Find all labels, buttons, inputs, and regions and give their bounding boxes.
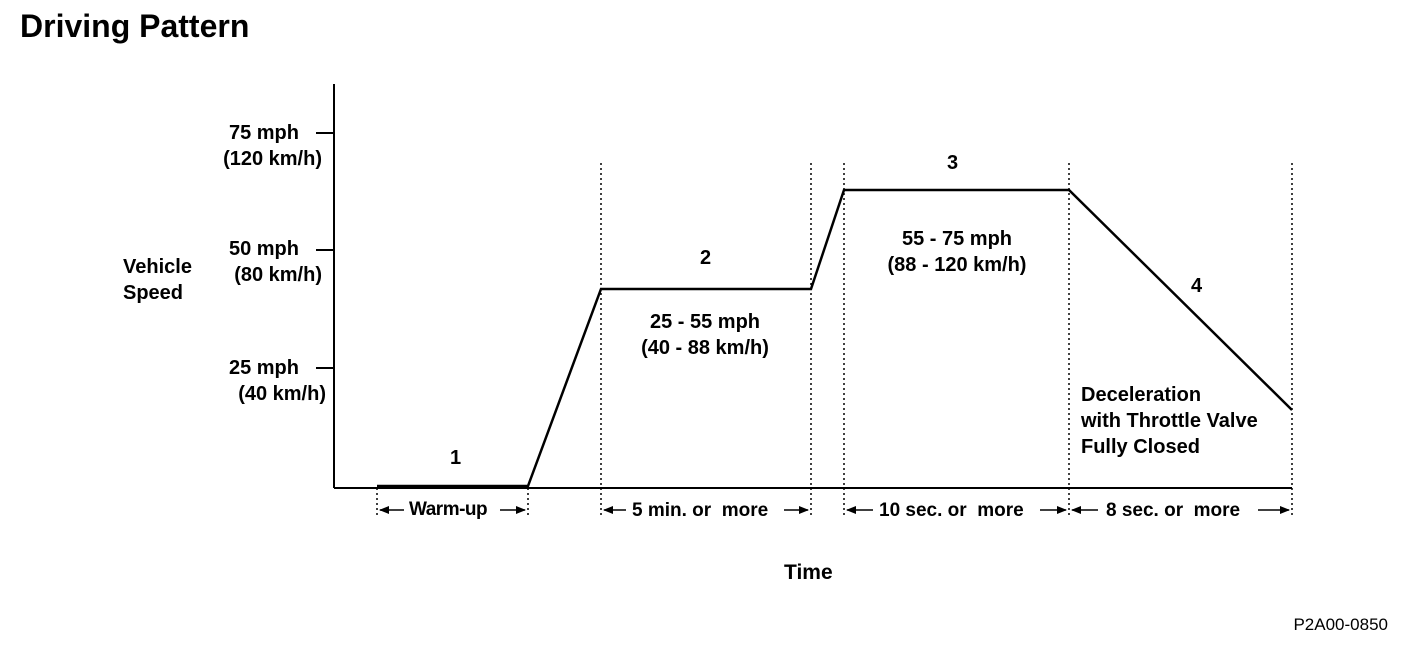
tick-label-25mph: 25 mph (40 km/h)	[228, 357, 326, 405]
tick-label-75mph: 75 mph (120 km/h)	[223, 122, 322, 170]
phase-number-2: 2	[700, 247, 712, 269]
tick-label-50mph: 50 mph (80 km/h)	[228, 238, 322, 286]
phase-number-4: 4	[1191, 275, 1203, 297]
page-title: Driving Pattern	[20, 8, 250, 44]
x-axis-label: Time	[784, 561, 833, 584]
duration-label-phase-2: 5 min. or more	[632, 500, 769, 521]
duration-label-phase-4: 8 sec. or more	[1106, 500, 1241, 521]
phase-number-3: 3	[947, 152, 959, 174]
phase-3-speed-range: 55 - 75 mph (88 - 120 km/h)	[887, 228, 1027, 276]
duration-label-warm-up: Warm-up	[409, 499, 488, 520]
phase-2-speed-range: 25 - 55 mph (40 - 88 km/h)	[641, 311, 769, 359]
phase-4-note: Deceleration with Throttle Valve Fully C…	[1081, 384, 1258, 458]
duration-label-phase-3: 10 sec. or more	[879, 500, 1024, 521]
phase-number-1: 1	[450, 447, 462, 469]
y-axis-label: Vehicle Speed	[123, 256, 192, 304]
figure-id: P2A00-0850	[1293, 615, 1388, 634]
